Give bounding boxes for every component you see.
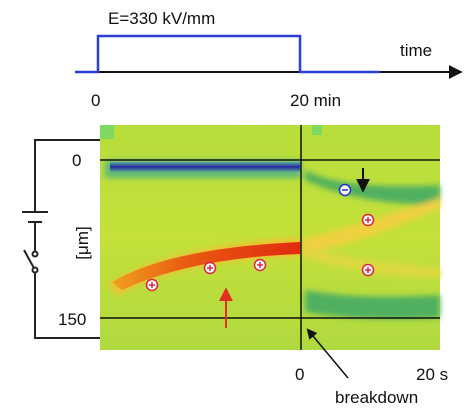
y-tick-label: 0 xyxy=(72,151,81,170)
field-label: E=330 kV/mm xyxy=(108,9,215,28)
time-label: time xyxy=(400,41,432,60)
x-tick-label: 20 s xyxy=(416,365,448,384)
charge-markers xyxy=(145,183,375,292)
negative-band xyxy=(110,162,300,172)
x-tick-label: 0 xyxy=(295,365,304,384)
y-tick-label: 150 xyxy=(58,310,86,329)
pulse-diagram: E=330 kV/mm time 0 20 min xyxy=(75,9,463,110)
positive-band xyxy=(112,242,300,290)
field-pulse xyxy=(75,34,380,74)
circuit xyxy=(22,139,100,339)
y-unit: [μm] xyxy=(73,226,92,259)
time-tick: 20 min xyxy=(290,91,341,110)
space-charge-map xyxy=(100,125,440,350)
annotation: breakdown xyxy=(335,388,418,407)
time-tick: 0 xyxy=(91,91,100,110)
breakdown-arrow xyxy=(306,328,349,379)
